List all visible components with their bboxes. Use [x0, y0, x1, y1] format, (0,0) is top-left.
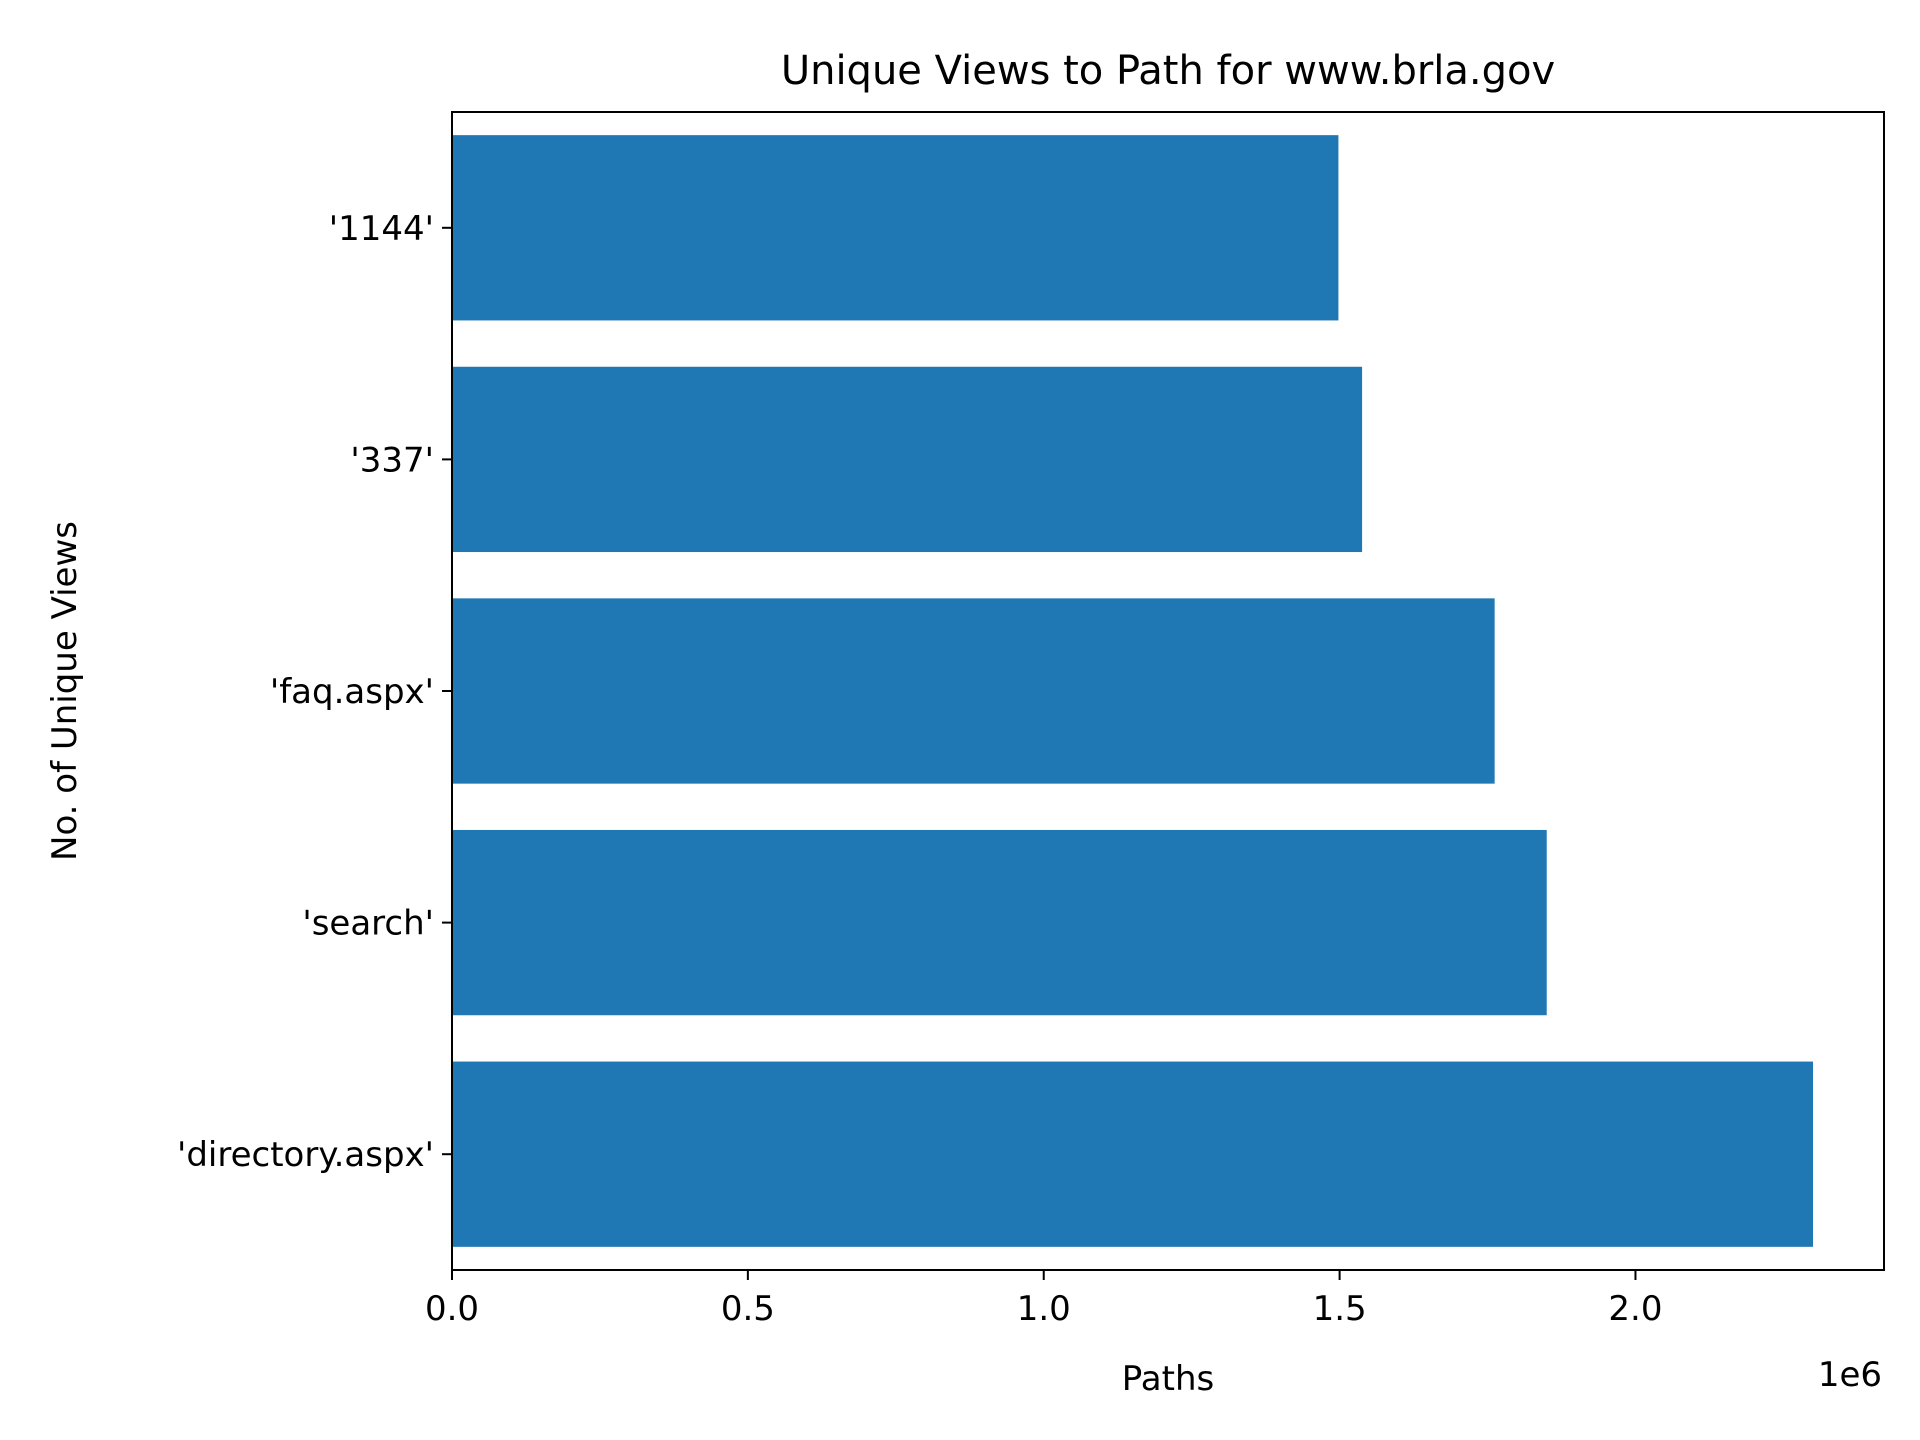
- bar-3: [452, 366, 1363, 553]
- y-axis-ticks: 'directory.aspx' 'search' 'faq.aspx' '337' '…: [177, 209, 452, 1175]
- x-tick-label: 0.0: [425, 1289, 479, 1329]
- x-axis-label: Paths: [1122, 1359, 1214, 1399]
- y-axis-label: No. of Unique Views: [45, 521, 85, 861]
- chart-title: Unique Views to Path for www.brla.gov: [781, 48, 1555, 94]
- y-tick-label: 'search': [302, 904, 434, 944]
- bar-2: [452, 598, 1495, 784]
- bar-1: [452, 829, 1547, 1016]
- bars-group: [452, 135, 1813, 1247]
- y-tick-label: '1144': [329, 209, 434, 249]
- y-tick-label: 'directory.aspx': [177, 1135, 434, 1175]
- x-axis-ticks: 0.0 0.5 1.0 1.5 2.0: [425, 1270, 1663, 1329]
- x-axis-offset-text: 1e6: [1818, 1355, 1882, 1395]
- y-tick-label: '337': [350, 440, 434, 480]
- bar-0: [452, 1061, 1813, 1247]
- x-tick-label: 0.5: [721, 1289, 775, 1329]
- y-tick-label: 'faq.aspx': [270, 672, 434, 712]
- x-tick-label: 2.0: [1608, 1289, 1662, 1329]
- bar-4: [452, 135, 1339, 321]
- x-tick-label: 1.0: [1017, 1289, 1071, 1329]
- x-tick-label: 1.5: [1313, 1289, 1367, 1329]
